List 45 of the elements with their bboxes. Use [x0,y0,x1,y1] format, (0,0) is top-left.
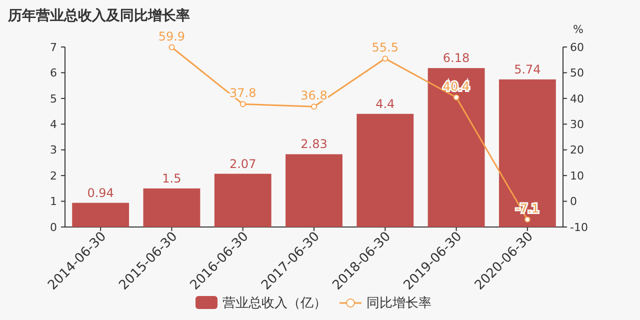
data-label: 2.07 [230,156,256,171]
point [382,56,388,62]
y2-tick-label: 50 [570,66,584,80]
y2-tick-label: 40 [570,92,584,106]
y-tick-label: 2 [50,169,57,182]
y-tick-label: 3 [50,144,57,157]
y-tick-label: 5 [50,92,57,106]
bar [143,188,200,227]
y2-tick-label: -10 [570,220,588,234]
bar [72,202,130,227]
chart-title: 历年营业总收入及同比增长率 [7,7,190,24]
y2-tick-label: 10 [570,169,584,182]
y-tick-label: 4 [50,118,57,131]
y2-axis-title: % [573,23,584,36]
point [453,94,460,100]
point [311,104,317,110]
data-label: 5.74 [514,62,541,76]
y2-tick-label: 0 [570,195,577,208]
data-label: 2.83 [300,137,328,152]
y2-tick-label: 20 [570,144,584,157]
point [240,101,246,108]
legend-label: 同比增长率 [366,295,432,311]
data-label: 55.5 [372,40,398,55]
bar [498,79,556,227]
y2-tick-label: 30 [570,118,584,131]
bar [214,174,272,227]
point [524,216,530,223]
data-label: 59.9 [158,29,186,44]
data-label: 6.18 [442,51,470,66]
y-tick-label: 7 [50,40,57,54]
point [168,44,175,50]
y2-tick-label: 60 [570,40,584,54]
data-label: 0.94 [87,186,114,200]
y-tick-label: 6 [50,66,57,80]
y-tick-label: 0 [50,220,57,234]
bar [356,114,414,227]
legend-label: 营业总收入（亿） [222,296,326,311]
data-label: 40.4 [442,79,470,94]
data-label: 37.8 [230,86,256,100]
bar [286,154,342,227]
y-tick-label: 1 [50,195,57,208]
data-label: 4.4 [376,96,395,111]
data-label: 1.5 [162,171,182,186]
data-label: 36.8 [300,88,328,103]
bar [428,68,485,227]
